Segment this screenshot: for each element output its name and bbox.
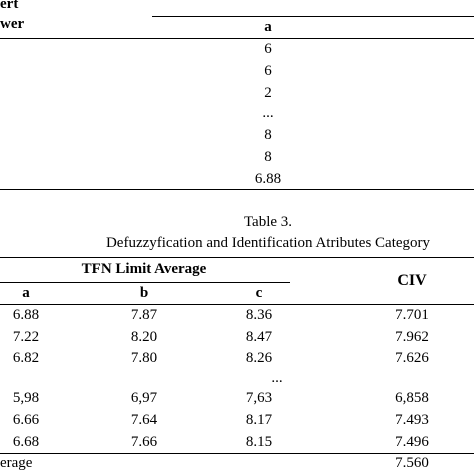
footer-label: erage (0, 455, 33, 471)
top-cell-a: 6 (264, 63, 272, 79)
top-col-a-header: a (264, 19, 272, 35)
top-cell-a: 6 (264, 41, 272, 57)
tfn-subrule (0, 282, 290, 283)
cell-c: 8.17 (245, 412, 273, 428)
cell-b: 7.64 (130, 412, 158, 428)
main-header-rule (0, 304, 474, 305)
cell-civ: 7.496 (395, 434, 429, 450)
cell-c: 8.26 (245, 350, 273, 366)
top-header-subrule (152, 16, 474, 17)
cell-a: 6.88 (12, 307, 40, 323)
cell-b: 7.87 (130, 307, 158, 323)
cell-c: 8.15 (245, 434, 273, 450)
cell-b: 8.20 (130, 329, 158, 345)
civ-header: CIV (397, 272, 427, 289)
cell-civ: 7.701 (395, 307, 429, 323)
table-number: Table 3. (243, 214, 293, 230)
cell-b: 7.80 (130, 350, 158, 366)
cell-b: 6,97 (130, 390, 158, 406)
cell-c: 8.47 (245, 329, 273, 345)
cell-c: 8.36 (245, 307, 273, 323)
cell-c: 7,63 (245, 390, 273, 406)
top-cell-a: 2 (264, 85, 272, 101)
cell-civ: 6,858 (395, 390, 429, 406)
cell-a: 7.22 (12, 329, 40, 345)
cell-civ: 7.626 (395, 350, 429, 366)
cell-a: 6.82 (12, 350, 40, 366)
tfn-group-header: TFN Limit Average (81, 261, 207, 277)
ellipsis-row: ... (271, 370, 283, 386)
top-group-header-line2: wer (0, 16, 25, 32)
top-group-header-line1: ert (0, 0, 19, 12)
top-cell-a: 6.88 (254, 171, 282, 187)
col-a-header: a (22, 285, 30, 301)
table-title: Defuzzyfication and Identification Atrib… (105, 235, 431, 251)
cell-civ: 7.493 (395, 412, 429, 428)
col-b-header: b (139, 285, 149, 301)
footer-civ: 7.560 (395, 455, 429, 471)
cell-b: 7.66 (130, 434, 158, 450)
main-top-rule (0, 257, 474, 258)
cell-civ: 7.962 (395, 329, 429, 345)
top-bottom-rule (0, 189, 474, 190)
cell-a: 6.66 (12, 412, 40, 428)
top-cell-a: 8 (264, 127, 272, 143)
top-header-rule (0, 38, 474, 39)
cell-a: 6.68 (12, 434, 40, 450)
main-footer-rule (0, 453, 474, 454)
col-c-header: c (255, 285, 263, 301)
top-cell-a: ... (262, 105, 274, 121)
top-cell-a: 8 (264, 149, 272, 165)
cell-a: 5,98 (12, 390, 40, 406)
